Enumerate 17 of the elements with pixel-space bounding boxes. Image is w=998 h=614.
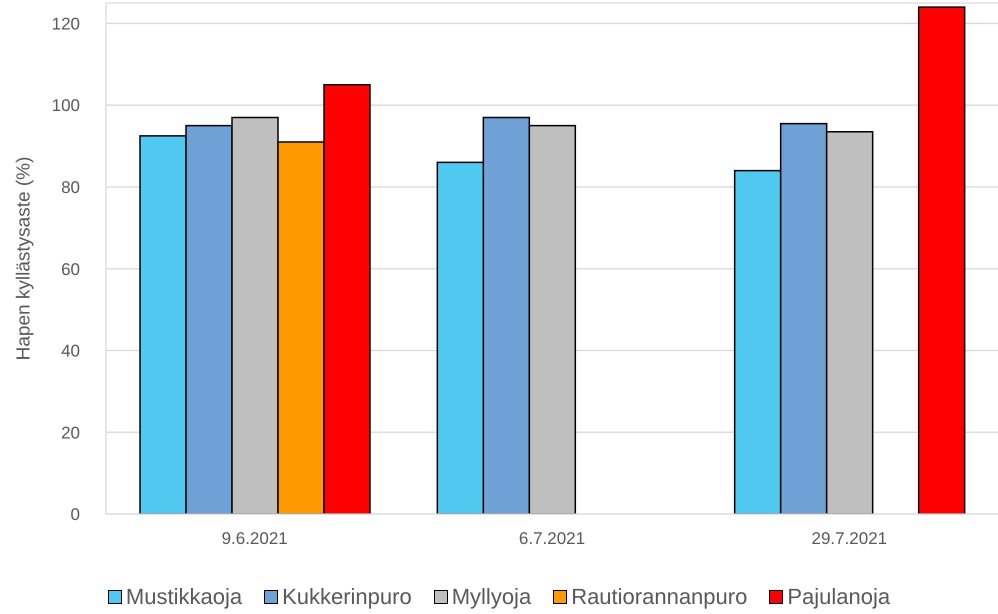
legend-label: Myllyoja	[452, 584, 532, 610]
bar	[918, 6, 966, 514]
y-tick-label: 120	[52, 14, 80, 34]
y-tick-label: 100	[52, 96, 80, 116]
legend-label: Pajulanoja	[787, 584, 890, 610]
y-tick-label: 60	[61, 260, 80, 279]
legend-label: Rautiorannanpuro	[571, 584, 748, 610]
y-tick-label: 80	[61, 178, 80, 197]
x-tick-label: 29.7.2021	[812, 529, 888, 548]
x-tick-label: 9.6.2021	[222, 529, 288, 548]
legend-label: Mustikkaoja	[126, 584, 242, 610]
y-tick-label: 0	[70, 505, 80, 524]
y-tick-label: 20	[61, 423, 80, 442]
x-tick-label: 6.7.2021	[518, 529, 586, 548]
y-axis-title: Hapen kyllästysaste (%)	[14, 156, 34, 360]
y-tick-label: 40	[61, 342, 80, 361]
legend-label: Kukkerinpuro	[282, 584, 412, 610]
